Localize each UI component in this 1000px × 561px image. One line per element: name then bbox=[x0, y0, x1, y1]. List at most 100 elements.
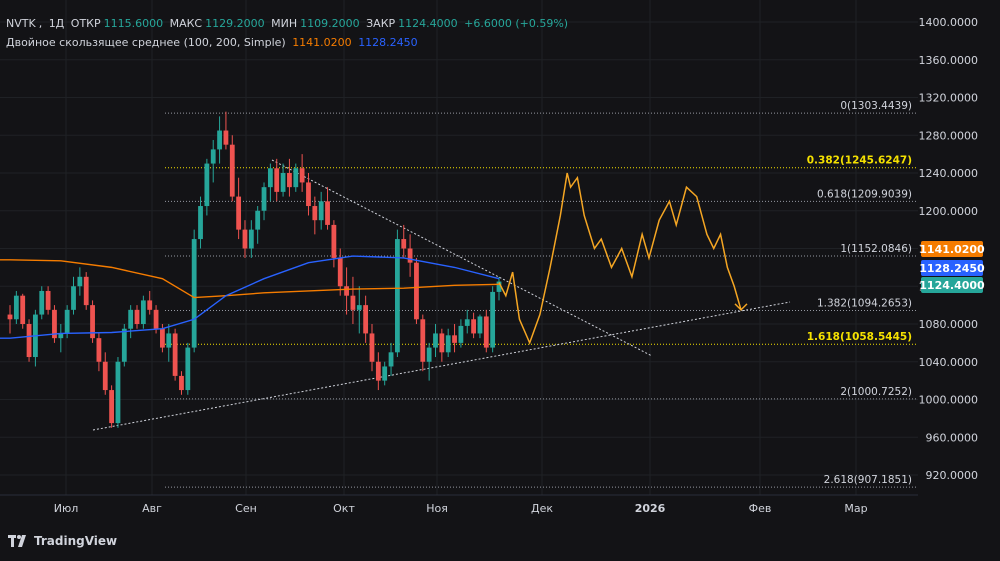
candle-body bbox=[185, 347, 191, 391]
candle-body bbox=[102, 361, 108, 391]
candle-body bbox=[166, 333, 172, 348]
candle-body bbox=[52, 309, 57, 339]
time-tick-label: Дек bbox=[531, 502, 553, 515]
candle bbox=[394, 229, 400, 358]
candle bbox=[58, 324, 64, 353]
candle-body bbox=[477, 316, 483, 334]
candle-body bbox=[375, 361, 381, 381]
forecast-arrowhead bbox=[734, 303, 748, 311]
candle bbox=[483, 309, 489, 353]
candle-body bbox=[306, 182, 311, 207]
fib-level-label: 1.618(1058.5445) bbox=[807, 331, 912, 343]
candle bbox=[13, 290, 19, 324]
interval-label[interactable]: 1Д bbox=[48, 17, 65, 30]
candle bbox=[375, 352, 381, 391]
candle bbox=[83, 272, 89, 310]
candle bbox=[223, 111, 229, 150]
candle bbox=[280, 163, 286, 197]
candle-body bbox=[115, 361, 121, 424]
ma-indicator-title[interactable]: Двойное скользящее среднее (100, 200, Si… bbox=[6, 36, 286, 49]
candle bbox=[420, 314, 426, 372]
candle-body bbox=[248, 229, 254, 249]
candle-body bbox=[464, 319, 470, 326]
high-label: МАКС bbox=[169, 17, 203, 30]
candle-body bbox=[280, 173, 286, 192]
candle bbox=[255, 206, 261, 244]
candle bbox=[45, 286, 51, 315]
candle bbox=[210, 139, 216, 183]
candle-body bbox=[96, 338, 102, 362]
candle bbox=[331, 220, 337, 268]
candle-body bbox=[369, 333, 375, 362]
price-tag bbox=[921, 260, 983, 276]
candle bbox=[20, 293, 26, 329]
fib-level-label: 1(1152.0846) bbox=[840, 243, 912, 255]
candle-body bbox=[433, 333, 438, 348]
candle bbox=[490, 286, 496, 353]
candle bbox=[356, 286, 362, 334]
candle-body bbox=[83, 276, 89, 306]
candle-body bbox=[267, 168, 273, 188]
tradingview-watermark[interactable]: TradingView bbox=[8, 534, 117, 548]
candle bbox=[287, 158, 292, 197]
grid bbox=[0, 0, 918, 495]
time-tick-label: Фев bbox=[749, 502, 772, 515]
candle bbox=[109, 385, 115, 428]
candle bbox=[248, 220, 254, 258]
candle bbox=[274, 158, 280, 202]
candle bbox=[134, 305, 140, 329]
candle bbox=[229, 135, 235, 202]
candle bbox=[439, 328, 445, 362]
candle bbox=[77, 267, 83, 296]
candle bbox=[115, 357, 121, 428]
close-value: 1124.4000 bbox=[398, 17, 458, 30]
candle-body bbox=[20, 295, 26, 324]
candle-body bbox=[414, 262, 419, 320]
candle bbox=[52, 305, 57, 343]
chart-legend: NVTK, 1Д ОТКР 1115.6000 МАКС 1129.2000 МИН… bbox=[6, 14, 571, 52]
candle-body bbox=[45, 290, 51, 310]
candle bbox=[426, 342, 432, 381]
candle-body bbox=[172, 333, 178, 376]
candle-body bbox=[458, 325, 464, 343]
candle bbox=[369, 324, 375, 372]
candle-body bbox=[128, 309, 134, 329]
low-label: МИН bbox=[271, 17, 298, 30]
candle-body bbox=[179, 375, 184, 391]
candle-body bbox=[160, 328, 165, 348]
candle-body bbox=[204, 163, 210, 207]
candle bbox=[33, 309, 38, 367]
candle bbox=[140, 295, 146, 329]
ma200-line bbox=[0, 255, 500, 339]
candle-body bbox=[13, 295, 19, 320]
candle bbox=[179, 371, 184, 395]
candle-body bbox=[420, 319, 426, 362]
candle-body bbox=[77, 276, 83, 287]
candle bbox=[102, 352, 108, 395]
candle-body bbox=[153, 309, 159, 329]
candle bbox=[191, 229, 197, 353]
ma100-value: 1141.0200 bbox=[292, 36, 352, 49]
candle bbox=[236, 177, 242, 240]
tradingview-logo-icon bbox=[8, 535, 26, 547]
candle bbox=[242, 220, 248, 258]
candle-body bbox=[210, 149, 216, 164]
low-value: 1109.2000 bbox=[300, 17, 360, 30]
price-tick-label: 920.0000 bbox=[926, 469, 979, 482]
watermark-text: TradingView bbox=[34, 534, 118, 548]
fib-level-label: 0(1303.4439) bbox=[840, 100, 912, 112]
price-tick-label: 1360.0000 bbox=[919, 54, 979, 67]
resistance-trend-line bbox=[271, 159, 653, 357]
candle bbox=[299, 154, 305, 192]
candle-body bbox=[58, 333, 64, 339]
candle bbox=[433, 324, 438, 358]
open-value: 1115.6000 bbox=[103, 17, 164, 30]
time-tick-label: Сен bbox=[235, 502, 257, 515]
symbol-label[interactable]: NVTK bbox=[6, 17, 36, 30]
candle-body bbox=[217, 130, 222, 150]
candle bbox=[217, 116, 222, 164]
candle bbox=[128, 305, 134, 339]
candle bbox=[407, 234, 413, 277]
